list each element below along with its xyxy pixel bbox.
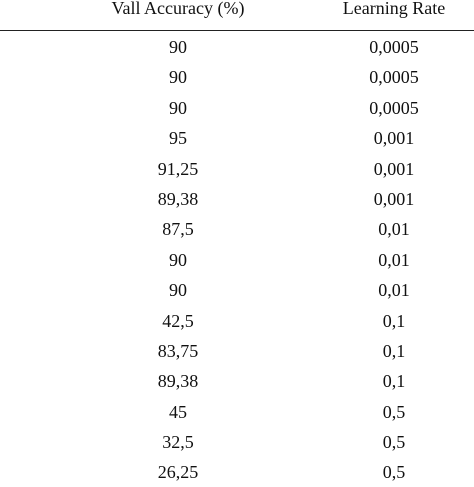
table-row: 90 0,01 [0, 274, 474, 304]
cell-learning-rate: 0,001 [373, 158, 415, 179]
table-row: 90 0,0005 [0, 61, 474, 91]
cell-learning-rate: 0,0005 [369, 97, 419, 118]
table-row: 45 0,5 [0, 396, 474, 426]
cell-val-accuracy: 90 [169, 67, 187, 88]
table-row: 26,25 0,5 [0, 456, 474, 486]
cell-val-accuracy: 32,5 [162, 432, 194, 453]
cell-learning-rate: 0,1 [382, 340, 406, 361]
table-row: 95 0,001 [0, 122, 474, 152]
cell-val-accuracy: 89,38 [157, 188, 199, 209]
table-row: 90 0,0005 [0, 92, 474, 122]
cell-val-accuracy: 95 [169, 128, 187, 149]
cell-learning-rate: 0,001 [373, 128, 415, 149]
cell-val-accuracy: 45 [169, 401, 187, 422]
cell-val-accuracy: 87,5 [162, 219, 194, 240]
cell-learning-rate: 0,0005 [369, 37, 419, 57]
table-row: 83,75 0,1 [0, 335, 474, 365]
cell-val-accuracy: 42,5 [162, 310, 194, 331]
table-body: 90 0,0005 90 0,0005 90 0,0005 95 0,001 91,25 0,00… [0, 31, 474, 487]
table-row: 42,5 0,1 [0, 305, 474, 335]
cell-learning-rate: 0,01 [378, 219, 410, 240]
header-val-accuracy: Vall Accuracy (%) [111, 0, 245, 18]
cell-val-accuracy: 89,38 [157, 371, 199, 392]
cell-learning-rate: 0,01 [378, 280, 410, 301]
cell-learning-rate: 0,5 [382, 432, 406, 453]
cell-learning-rate: 0,1 [382, 371, 406, 392]
table-row: 89,38 0,1 [0, 365, 474, 395]
cell-val-accuracy: 90 [169, 249, 187, 270]
table-row: 32,5 0,5 [0, 426, 474, 456]
cell-learning-rate: 0,1 [382, 310, 406, 331]
cell-learning-rate: 0,5 [382, 401, 406, 422]
table-row: 90 0,0005 [0, 31, 474, 61]
cell-learning-rate: 0,01 [378, 249, 410, 270]
table-row: 89,38 0,001 [0, 183, 474, 213]
table-header-row: Vall Accuracy (%) Learning Rate [0, 0, 474, 31]
cell-val-accuracy: 90 [169, 280, 187, 301]
table-row: 90 0,01 [0, 244, 474, 274]
table-row: 91,25 0,001 [0, 153, 474, 183]
cell-val-accuracy: 90 [169, 97, 187, 118]
header-learning-rate: Learning Rate [342, 0, 446, 18]
cell-val-accuracy: 83,75 [157, 340, 199, 361]
table-row: 87,5 0,01 [0, 213, 474, 243]
cell-val-accuracy: 90 [169, 37, 187, 57]
cell-learning-rate: 0,001 [373, 188, 415, 209]
cell-learning-rate: 0,0005 [369, 67, 419, 88]
cell-val-accuracy: 91,25 [157, 158, 199, 179]
cell-val-accuracy: 26,25 [157, 462, 199, 483]
cell-learning-rate: 0,5 [382, 462, 406, 483]
